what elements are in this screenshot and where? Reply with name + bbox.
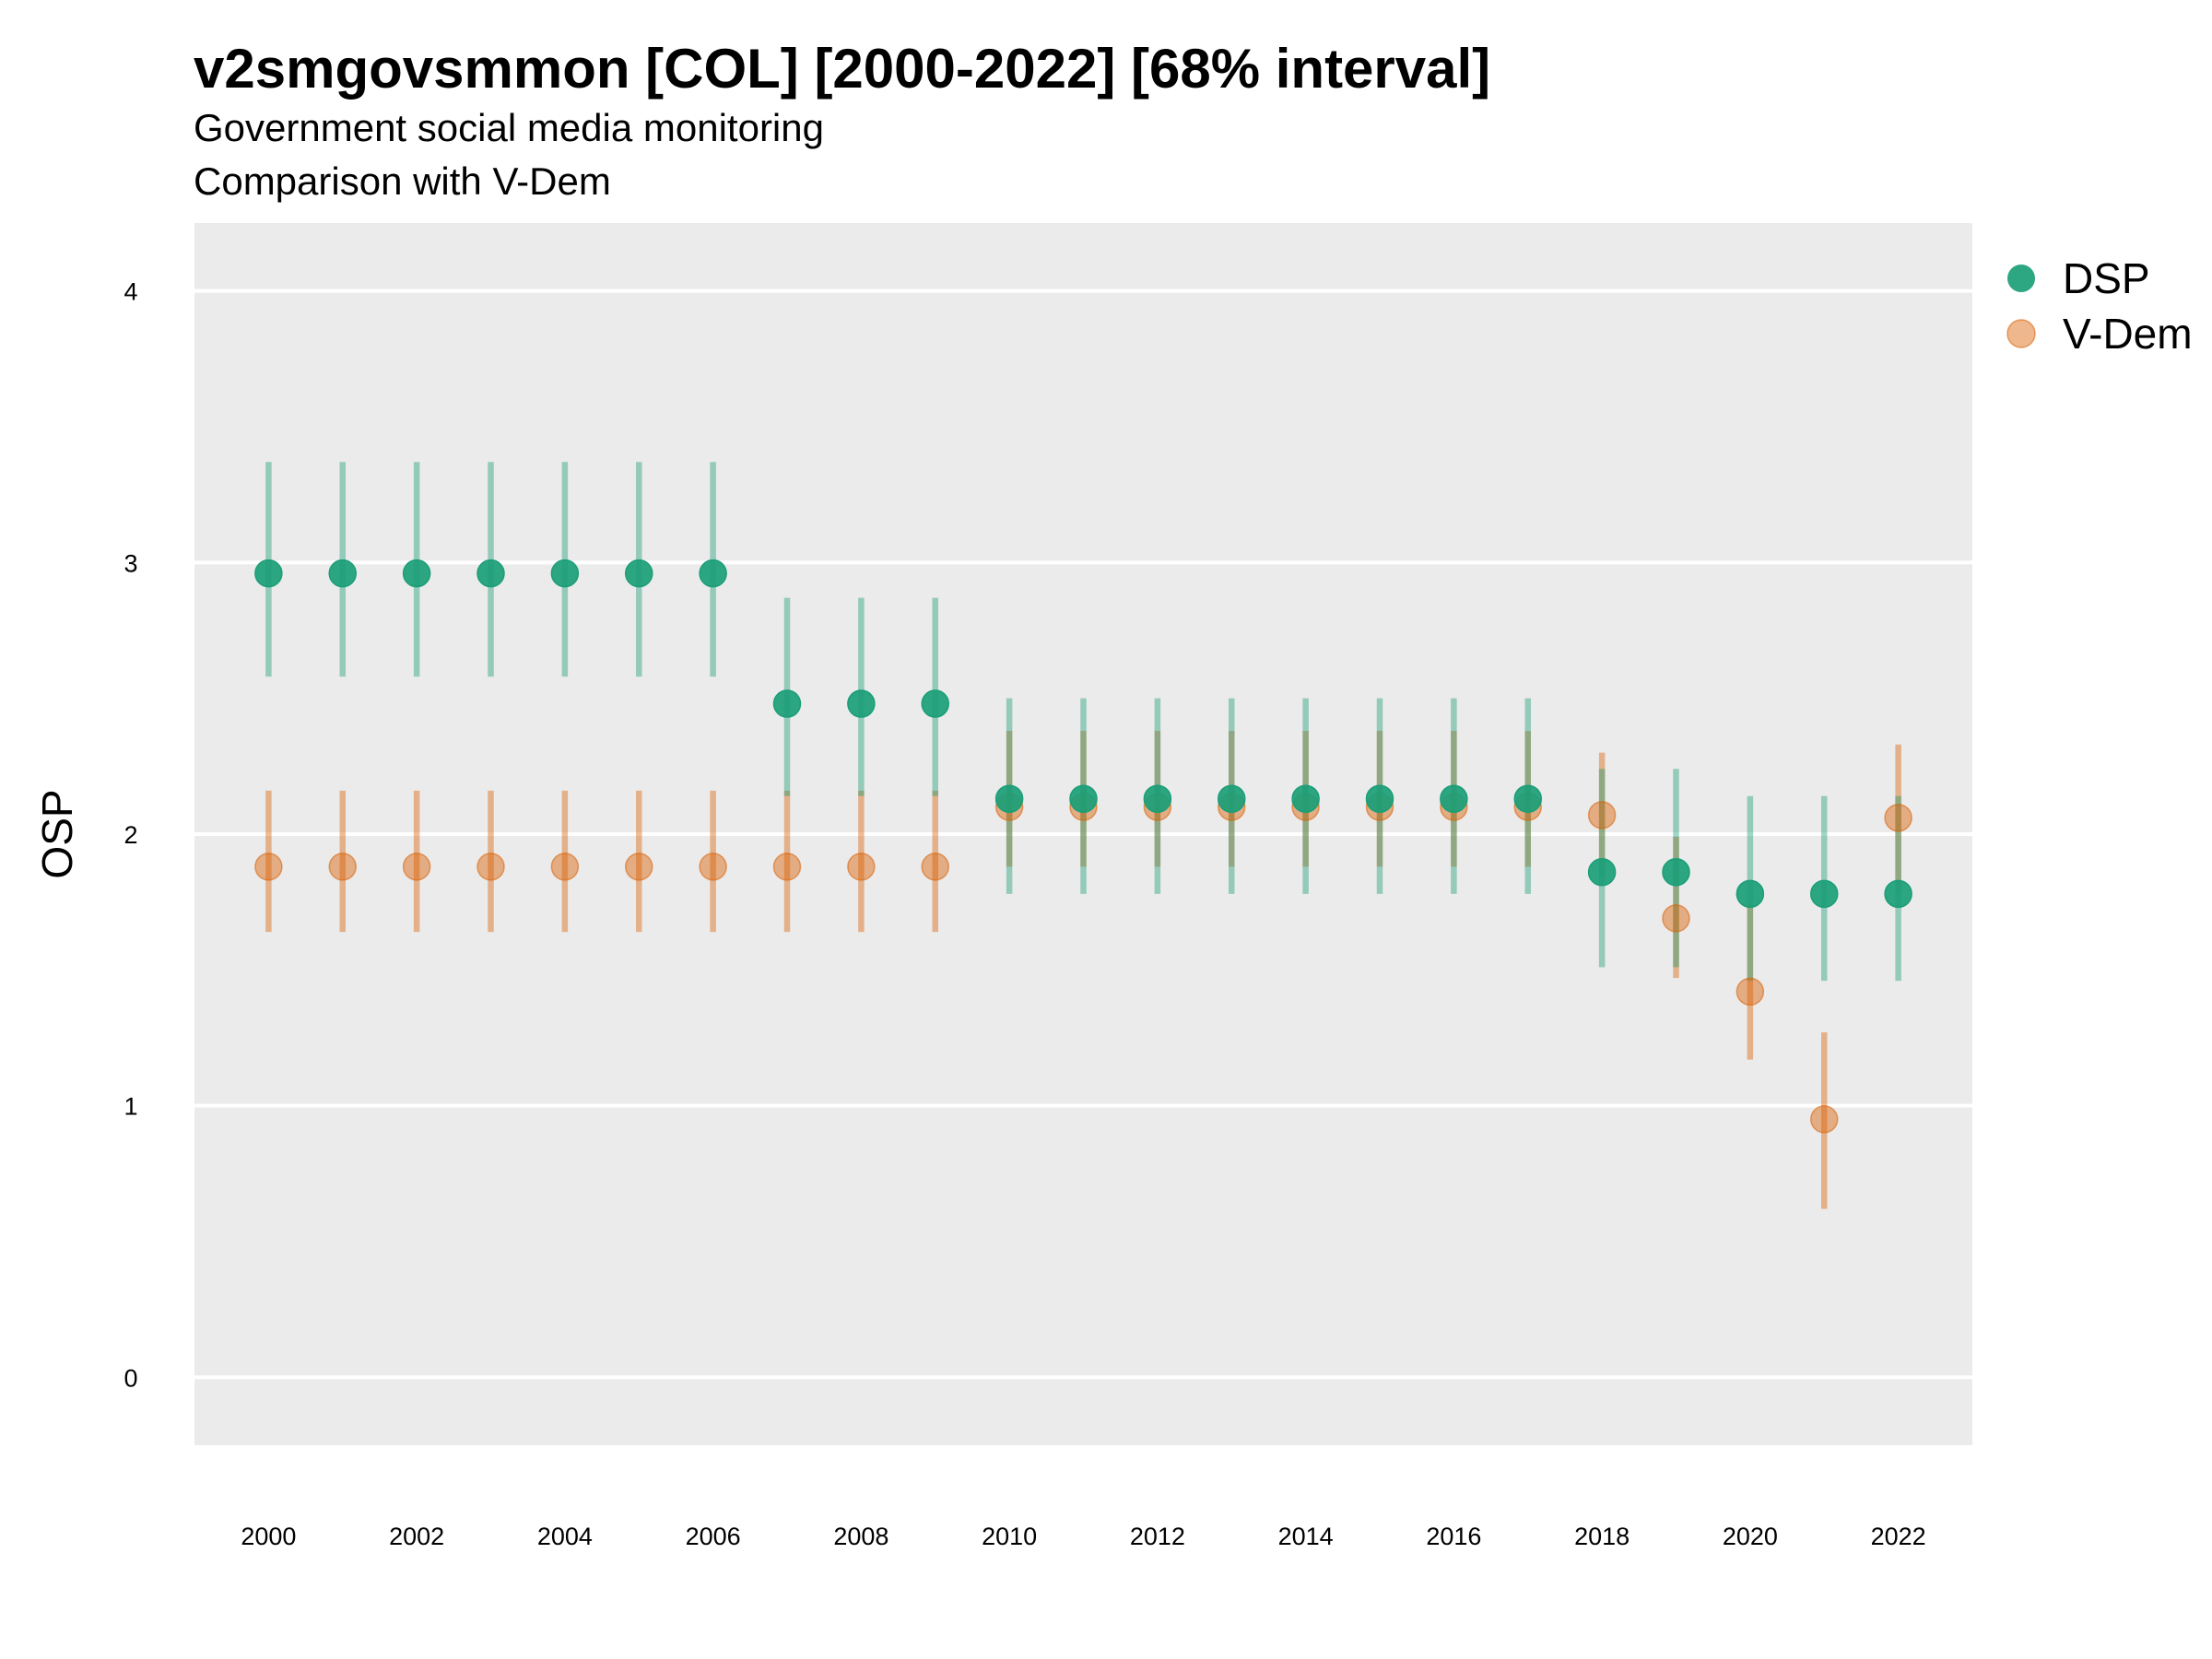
- dsp-point-2007: [772, 689, 802, 718]
- x-tick-label-2002: 2002: [389, 1523, 444, 1550]
- dsp-point-2020: [1735, 879, 1765, 909]
- v-dem-point-2018: [1587, 801, 1617, 830]
- dsp-point-2009: [921, 689, 949, 718]
- v-dem-point-2002: [402, 853, 431, 881]
- x-tick-label-2010: 2010: [982, 1523, 1037, 1550]
- x-tick-label-2012: 2012: [1130, 1523, 1185, 1550]
- legend-dsp-label: DSP: [2063, 254, 2150, 302]
- chart-subtitle: Government social media monitoring: [194, 106, 824, 149]
- dsp-point-2006: [699, 559, 727, 588]
- x-tick-label-2022: 2022: [1871, 1523, 1926, 1550]
- dsp-point-2012: [1143, 784, 1172, 813]
- legend-dsp-marker: [2007, 265, 2035, 292]
- x-tick-label-2020: 2020: [1723, 1523, 1778, 1550]
- x-tick-label-2000: 2000: [241, 1523, 296, 1550]
- v-dem-point-2003: [477, 853, 505, 881]
- dsp-point-2005: [625, 559, 653, 588]
- v-dem-point-2001: [328, 853, 357, 881]
- chart-title: v2smgovsmmon [COL] [2000-2022] [68% inte…: [194, 38, 1491, 100]
- x-tick-label-2008: 2008: [833, 1523, 888, 1550]
- v-dem-point-2008: [847, 853, 876, 881]
- v-dem-point-2019: [1662, 904, 1690, 933]
- v-dem-point-2004: [550, 853, 580, 881]
- y-tick-label-0: 0: [124, 1364, 137, 1392]
- dsp-point-2002: [402, 559, 431, 588]
- dsp-point-2010: [994, 784, 1024, 813]
- x-axis-ticks: 2000 2002 2004 2006 2008 2010 2012 2014 2016 2018…: [241, 1523, 1925, 1550]
- x-tick-label-2016: 2016: [1426, 1523, 1481, 1550]
- dsp-point-2011: [1069, 784, 1098, 813]
- dsp-point-2008: [847, 689, 876, 718]
- v-dem-point-2005: [625, 853, 653, 881]
- dsp-point-2001: [328, 559, 357, 588]
- y-tick-label-4: 4: [124, 278, 137, 306]
- y-tick-label-1: 1: [124, 1093, 137, 1121]
- v-dem-point-2000: [254, 853, 283, 881]
- dsp-point-2019: [1662, 858, 1690, 887]
- dsp-point-2022: [1884, 879, 1912, 909]
- y-tick-label-3: 3: [124, 549, 137, 577]
- legend-vdem-label: V-Dem: [2063, 310, 2193, 358]
- dsp-point-2015: [1365, 784, 1394, 813]
- dsp-point-2013: [1218, 784, 1246, 813]
- dsp-point-2014: [1291, 784, 1320, 813]
- v-dem-point-2006: [699, 853, 727, 881]
- estimate-points: [254, 559, 1912, 1134]
- y-axis-label: OSP: [33, 789, 81, 878]
- v-dem-point-2022: [1884, 804, 1912, 832]
- dsp-point-2000: [254, 559, 283, 588]
- x-tick-label-2018: 2018: [1574, 1523, 1630, 1550]
- grid-lines: [194, 288, 1972, 1380]
- x-tick-label-2004: 2004: [537, 1523, 593, 1550]
- y-axis-ticks: 0 1 2 3 4: [124, 278, 137, 1393]
- legend: DSP V-Dem: [2006, 254, 2193, 358]
- x-tick-label-2006: 2006: [686, 1523, 741, 1550]
- dsp-point-2017: [1513, 784, 1542, 813]
- x-tick-label-2014: 2014: [1278, 1523, 1334, 1550]
- dsp-point-2004: [550, 559, 580, 588]
- y-tick-label-2: 2: [124, 821, 137, 849]
- dsp-point-2018: [1587, 858, 1617, 887]
- dsp-point-2003: [477, 559, 505, 588]
- chart-subtitle-comparison: Comparison with V-Dem: [194, 159, 611, 203]
- v-dem-point-2020: [1735, 977, 1765, 1006]
- v-dem-point-2021: [1810, 1105, 1839, 1134]
- dsp-point-2016: [1440, 784, 1468, 813]
- legend-vdem-marker: [2006, 319, 2036, 348]
- v-dem-point-2007: [772, 853, 802, 881]
- dsp-point-2021: [1810, 879, 1839, 909]
- v-dem-point-2009: [921, 853, 949, 881]
